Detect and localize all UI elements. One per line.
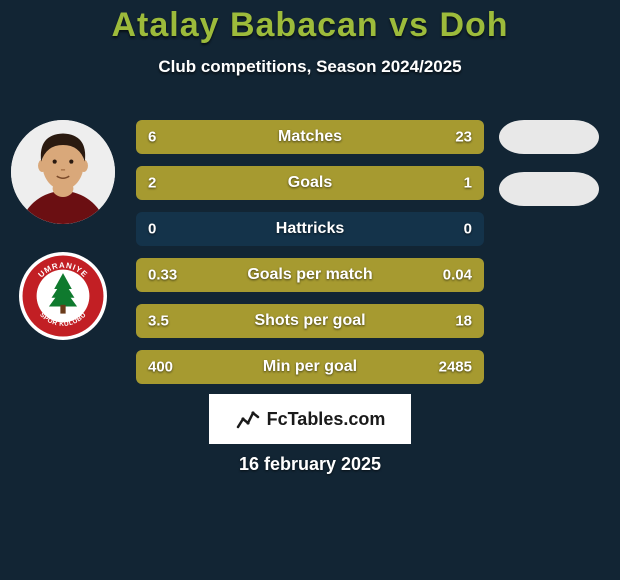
- stat-row: 0 0 Hattricks: [136, 212, 484, 246]
- left-column: UMRANIYE SPOR KULUBU: [8, 120, 118, 340]
- club-badge-svg: UMRANIYE SPOR KULUBU: [19, 252, 107, 340]
- player2-badge-placeholder: [499, 172, 599, 206]
- stat-label: Shots per goal: [254, 312, 365, 330]
- stat-value-left: 0.33: [148, 267, 177, 284]
- club-badge: UMRANIYE SPOR KULUBU: [19, 252, 107, 340]
- subtitle: Club competitions, Season 2024/2025: [0, 57, 620, 77]
- watermark: FcTables.com: [209, 394, 411, 444]
- stat-value-right: 23: [455, 129, 472, 146]
- watermark-icon: [235, 406, 261, 432]
- stat-row: 3.5 18 Shots per goal: [136, 304, 484, 338]
- stat-value-right: 0: [464, 221, 472, 238]
- stat-label: Min per goal: [263, 358, 357, 376]
- stat-label: Matches: [278, 128, 342, 146]
- stat-row: 0.33 0.04 Goals per match: [136, 258, 484, 292]
- right-column: [494, 120, 604, 220]
- stat-value-right: 18: [455, 313, 472, 330]
- comparison-bars: 6 23 Matches 2 1 Goals 0 0 Hattricks 0.33 0.04 Goal…: [136, 120, 484, 396]
- stat-value-left: 2: [148, 175, 156, 192]
- player2-name: Doh: [439, 6, 508, 44]
- stat-value-right: 2485: [439, 359, 472, 376]
- watermark-text: FcTables.com: [267, 409, 386, 430]
- avatar-illustration: [11, 120, 115, 224]
- stat-label: Hattricks: [276, 220, 344, 238]
- page-title: Atalay Babacan vs Doh: [0, 0, 620, 45]
- stat-value-left: 3.5: [148, 313, 169, 330]
- player1-avatar: [11, 120, 115, 224]
- stat-label: Goals: [288, 174, 332, 192]
- stat-fill-right: [209, 120, 484, 154]
- stat-row: 2 1 Goals: [136, 166, 484, 200]
- stat-row: 6 23 Matches: [136, 120, 484, 154]
- stat-label: Goals per match: [247, 266, 372, 284]
- stat-value-right: 1: [464, 175, 472, 192]
- player1-name: Atalay Babacan: [111, 6, 378, 44]
- player2-avatar-placeholder: [499, 120, 599, 154]
- stat-value-left: 400: [148, 359, 173, 376]
- stat-value-left: 6: [148, 129, 156, 146]
- stat-fill-left: [136, 166, 369, 200]
- stat-value-right: 0.04: [443, 267, 472, 284]
- vs-separator: vs: [389, 6, 429, 44]
- stat-row: 400 2485 Min per goal: [136, 350, 484, 384]
- date-stamp: 16 february 2025: [239, 454, 381, 475]
- stat-fill-left: [136, 120, 209, 154]
- stat-value-left: 0: [148, 221, 156, 238]
